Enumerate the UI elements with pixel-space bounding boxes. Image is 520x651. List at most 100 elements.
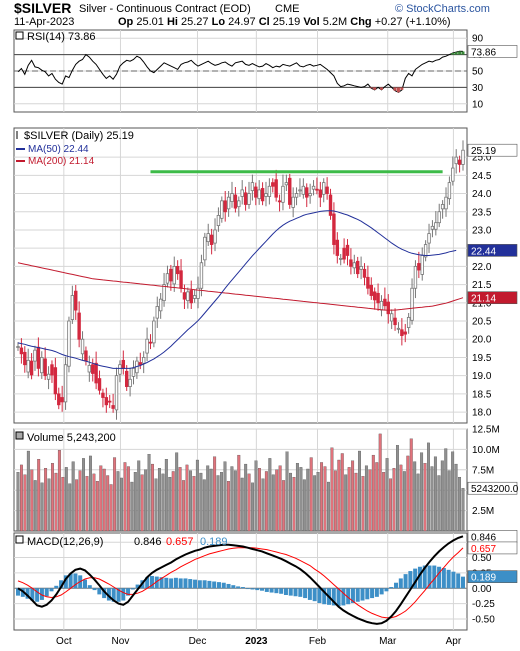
volume-bar — [82, 458, 85, 532]
volume-bar — [171, 471, 175, 532]
price-candle-body — [410, 287, 414, 321]
volume-tick-label: 12.5M — [472, 425, 500, 436]
price-legend: $SILVER (Daily) 25.19 — [24, 130, 134, 142]
histogram-value-label: 0.189 — [471, 573, 496, 584]
macd-histogram-bar — [441, 567, 446, 589]
macd-histogram-bar — [212, 581, 217, 589]
volume-tick-label: 7.5M — [472, 465, 494, 476]
rsi-value-label: 73.86 — [471, 47, 496, 58]
macd-histogram-bar — [111, 588, 116, 602]
price-candle-body — [349, 259, 353, 267]
macd-histogram-bar — [30, 588, 35, 601]
volume-bar — [220, 472, 223, 532]
macd-histogram-bar — [149, 575, 154, 589]
macd-histogram-bar — [355, 588, 360, 602]
macd-tick-label: 0.00 — [472, 584, 492, 595]
volume-bar — [313, 475, 317, 532]
price-candle-body — [369, 284, 373, 296]
volume-bar — [109, 484, 113, 532]
price-candle-body — [128, 378, 132, 387]
macd-histogram-bar — [446, 569, 451, 589]
price-candle-body — [165, 273, 170, 284]
low-label: Lo — [211, 16, 226, 28]
price-candle-body — [301, 185, 306, 195]
volume-value-label-box — [467, 481, 518, 495]
macd-histogram-bar — [178, 578, 183, 589]
macd-histogram-bar — [350, 588, 355, 603]
volume-bar — [137, 460, 141, 532]
volume-bar — [78, 470, 82, 532]
macd-histogram-bar — [346, 588, 351, 605]
macd-histogram-bar — [216, 582, 221, 589]
volume-bar — [316, 472, 320, 532]
price-candle-body — [74, 290, 78, 311]
price-candle-body — [250, 182, 255, 192]
price-candle-body — [138, 362, 142, 366]
price-candle-body — [372, 291, 377, 301]
volume-bar — [71, 461, 75, 532]
volume-bar — [209, 468, 213, 532]
price-candle-body — [196, 287, 200, 299]
macd-legend-swatch — [15, 535, 24, 544]
macd-histogram-bar — [39, 588, 44, 600]
price-tick-label: 22.0 — [472, 262, 492, 273]
price-candle-body — [413, 265, 418, 289]
volume-bar — [292, 476, 296, 532]
price-candle-body — [427, 233, 431, 244]
volume-bar — [168, 476, 172, 532]
macd-histogram-bar — [312, 588, 317, 602]
stockcharts-watermark: © StockCharts.com — [395, 3, 490, 15]
volume-bar — [126, 466, 130, 532]
volume-bar — [102, 468, 106, 532]
macd-histogram-bar — [456, 573, 461, 589]
price-candle-body — [332, 213, 336, 245]
price-tick-label: 24.0 — [472, 189, 492, 200]
volume-bar — [333, 470, 337, 532]
volume-bar — [99, 465, 103, 532]
macd-histogram-bar — [451, 571, 456, 589]
price-candle-body — [247, 193, 251, 205]
price-candle-body — [325, 186, 329, 194]
price-candle-body — [335, 239, 340, 256]
macd-histogram-bar — [317, 588, 322, 603]
volume-bar — [378, 433, 382, 532]
price-candle-body — [271, 182, 275, 187]
volume-bar — [19, 464, 23, 532]
price-candle-body — [430, 225, 435, 230]
price-candle-body — [294, 193, 299, 198]
macd-histogram-bar — [422, 565, 427, 589]
macd-histogram-bar — [231, 585, 236, 589]
macd-histogram-bar — [274, 588, 279, 594]
volume-bar — [51, 463, 54, 532]
macd-histogram-bar — [403, 574, 408, 589]
close-label: Cl — [258, 16, 270, 28]
price-candle-body — [345, 244, 350, 256]
rsi-tick-label: 30 — [472, 83, 484, 94]
macd-histogram-bar — [260, 588, 265, 591]
macd-histogram-bar — [303, 588, 308, 599]
volume-bar — [340, 453, 344, 532]
volume-bar — [202, 479, 206, 532]
price-candle-body — [233, 194, 238, 209]
volume-value: 5.2M — [322, 16, 348, 28]
volume-label: Vol — [303, 16, 320, 28]
macd-histogram-bar — [73, 573, 78, 589]
volume-bar — [226, 481, 230, 532]
price-candle-body — [403, 331, 407, 335]
price-candle-body — [203, 236, 207, 261]
macd-histogram-bar — [126, 588, 131, 596]
volume-bar — [206, 465, 210, 532]
price-candle-body — [376, 292, 380, 304]
price-candle-body — [288, 177, 292, 205]
macd-histogram-bar — [197, 580, 202, 589]
volume-bar — [185, 464, 189, 532]
price-candle-body — [111, 405, 115, 409]
volume-bar — [240, 477, 244, 532]
volume-bar — [368, 469, 372, 532]
volume-bar — [33, 480, 37, 532]
macd-x-tick-label: Nov — [112, 636, 130, 647]
macd-histogram-bar — [360, 588, 365, 601]
price-candle-body — [141, 357, 146, 364]
price-candle-body — [84, 350, 88, 362]
macd-histogram-bar — [298, 588, 303, 597]
